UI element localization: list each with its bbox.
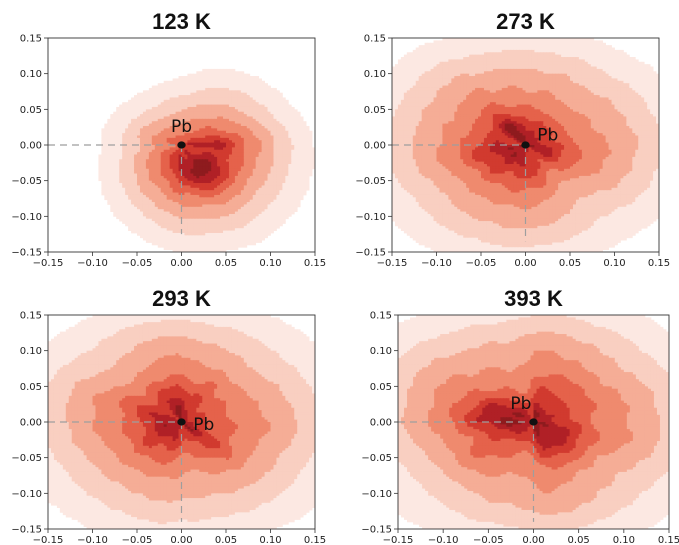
x-tick-label: 0.05	[568, 535, 590, 545]
y-tick-label: 0.05	[20, 382, 42, 393]
pb-label: Pb	[537, 126, 558, 146]
density-field-273k	[392, 38, 659, 252]
x-tick-label: 0.10	[603, 258, 625, 269]
x-tick-label: 0.10	[613, 535, 635, 545]
y-tick-label: −0.15	[11, 525, 42, 536]
x-tick-label: 0.05	[215, 258, 237, 269]
y-tick-label: 0.00	[370, 418, 392, 429]
y-tick-label: −0.05	[361, 453, 392, 464]
pb-marker	[177, 141, 186, 149]
y-tick-label: 0.00	[20, 141, 42, 152]
x-tick-label: −0.05	[473, 535, 504, 545]
panel-title: 273 K	[496, 9, 555, 34]
x-tick-label: 0.15	[648, 258, 670, 269]
x-tick-label: 0.00	[170, 535, 192, 545]
x-tick-label: 0.15	[658, 535, 679, 545]
x-tick-label: −0.15	[383, 535, 414, 545]
y-tick-label: −0.15	[361, 525, 392, 536]
y-tick-label: 0.15	[20, 311, 42, 322]
panel-393k: Pb −0.15 −0.10 −0.05 0.00 0.05 0.10 0.15 −0.15 −0…	[361, 286, 679, 545]
x-tick-label: −0.05	[122, 258, 153, 269]
density-field-293k	[48, 315, 315, 529]
y-tick-label: 0.00	[20, 418, 42, 429]
density-field-123k	[98, 68, 315, 252]
x-tick-label: −0.05	[466, 258, 497, 269]
x-tick-label: 0.05	[559, 258, 581, 269]
x-tick-label: 0.15	[304, 535, 326, 545]
x-tick-label: 0.10	[259, 258, 281, 269]
y-tick-label: −0.05	[11, 176, 42, 187]
y-tick-label: −0.15	[11, 248, 42, 259]
x-tick-label: 0.10	[259, 535, 281, 545]
x-tick-label: −0.10	[428, 535, 459, 545]
y-tick-label: −0.05	[11, 453, 42, 464]
x-tick-label: −0.10	[77, 535, 108, 545]
y-tick-label: 0.05	[20, 105, 42, 116]
y-tick-label: 0.00	[364, 141, 386, 152]
y-tick-label: −0.05	[355, 176, 386, 187]
y-tick-label: 0.05	[370, 382, 392, 393]
y-tick-label: −0.10	[11, 212, 42, 223]
y-tick-label: 0.15	[20, 34, 42, 45]
pb-label: Pb	[193, 415, 214, 435]
y-tick-label: −0.15	[355, 248, 386, 259]
x-tick-label: −0.15	[33, 258, 64, 269]
y-tick-label: 0.10	[370, 346, 392, 357]
y-tick-label: 0.10	[364, 69, 386, 80]
panel-title: 123 K	[152, 9, 211, 34]
y-tick-label: −0.10	[361, 489, 392, 500]
y-tick-label: 0.10	[20, 69, 42, 80]
x-tick-label: 0.00	[170, 258, 192, 269]
y-tick-label: −0.10	[11, 489, 42, 500]
pb-label: Pb	[510, 394, 531, 414]
panel-title: 293 K	[152, 286, 211, 311]
x-tick-label: −0.15	[377, 258, 408, 269]
panel-273k: Pb −0.15 −0.10 −0.05 0.00 0.05 0.10 0.15 −0.15 −0…	[355, 9, 670, 269]
x-tick-label: −0.10	[421, 258, 452, 269]
y-tick-label: 0.15	[370, 311, 392, 322]
density-field-393k	[398, 315, 669, 529]
x-tick-label: 0.00	[514, 258, 536, 269]
x-tick-label: −0.10	[77, 258, 108, 269]
y-tick-label: −0.10	[355, 212, 386, 223]
x-tick-label: −0.05	[122, 535, 153, 545]
panel-123k: Pb −0.15 −0.10 −0.05 0.00 0.05 0.10 0.15 −0.15 −0…	[11, 9, 326, 269]
pb-marker	[177, 418, 186, 426]
panel-title: 393 K	[504, 286, 563, 311]
pb-marker	[521, 141, 530, 149]
y-tick-label: 0.10	[20, 346, 42, 357]
pb-marker	[529, 418, 538, 426]
x-tick-label: 0.00	[522, 535, 544, 545]
y-tick-label: 0.05	[364, 105, 386, 116]
x-tick-label: 0.05	[215, 535, 237, 545]
pb-label: Pb	[171, 117, 192, 137]
x-tick-label: −0.15	[33, 535, 64, 545]
y-tick-label: 0.15	[364, 34, 386, 45]
x-tick-label: 0.15	[304, 258, 326, 269]
panel-293k: Pb −0.15 −0.10 −0.05 0.00 0.05 0.10 0.15 −0.15 −0…	[11, 286, 326, 545]
